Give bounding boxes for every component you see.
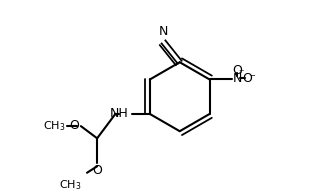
Text: O: O <box>69 119 79 132</box>
Text: N: N <box>232 72 242 85</box>
Text: CH$_3$: CH$_3$ <box>43 119 66 133</box>
Text: $^-$: $^-$ <box>248 74 256 83</box>
Text: CH$_3$: CH$_3$ <box>60 179 82 192</box>
Text: O: O <box>242 72 252 85</box>
Text: NH: NH <box>110 108 129 120</box>
Text: O: O <box>92 164 102 177</box>
Text: $^+$: $^+$ <box>237 69 245 79</box>
Text: O: O <box>232 64 242 77</box>
Text: N: N <box>159 25 168 38</box>
